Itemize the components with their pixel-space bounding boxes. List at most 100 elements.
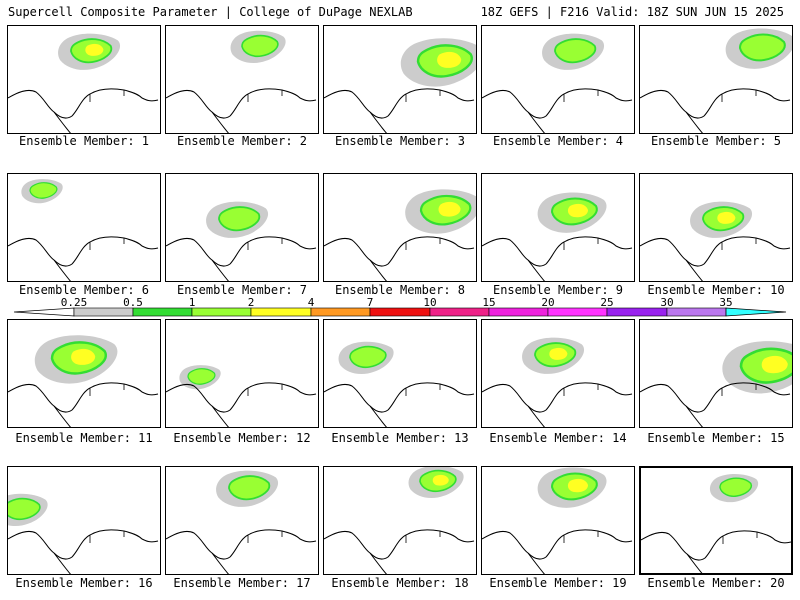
ensemble-panel-18[interactable] [323, 466, 477, 575]
ensemble-panel-14[interactable] [481, 319, 635, 428]
ensemble-panel-19[interactable] [481, 466, 635, 575]
border-line [685, 111, 703, 133]
coastline [166, 88, 317, 119]
border-line [369, 552, 387, 574]
scp-contours [537, 192, 607, 233]
panel-map [166, 30, 317, 133]
panel-map [324, 467, 475, 574]
scp-contours [522, 337, 585, 374]
ensemble-panel-8[interactable] [323, 173, 477, 282]
state-line [247, 238, 283, 250]
colorbar-tick-label: 20 [541, 296, 555, 309]
coastline [324, 382, 475, 413]
ensemble-panel-6[interactable] [7, 173, 161, 282]
border-line [369, 259, 387, 281]
ensemble-panel-20[interactable] [639, 466, 793, 575]
ensemble-panel-12[interactable] [165, 319, 319, 428]
border-line [53, 405, 71, 427]
contour-2 [717, 211, 736, 224]
scp-contours [206, 201, 269, 238]
panel-label: Ensemble Member: 6 [18, 283, 150, 297]
coastline [8, 88, 159, 119]
state-line [89, 238, 125, 250]
border-line [685, 259, 703, 281]
ensemble-panel-11[interactable] [7, 319, 161, 428]
state-line [721, 238, 757, 250]
border-line [211, 405, 229, 427]
ensemble-panel-1[interactable] [7, 25, 161, 134]
ensemble-panel-17[interactable] [165, 466, 319, 575]
ensemble-panel-9[interactable] [481, 173, 635, 282]
panel-label: Ensemble Member: 4 [492, 134, 624, 148]
colorbar-tick-label: 7 [366, 296, 374, 309]
panel-map [166, 201, 317, 281]
coastline [8, 529, 159, 560]
scp-contours [230, 30, 286, 64]
ensemble-panel-5[interactable] [639, 25, 793, 134]
panel-label: Ensemble Member: 11 [15, 431, 153, 445]
coastline [640, 236, 791, 267]
border-line [211, 111, 229, 133]
border-line [369, 111, 387, 133]
panel-map [8, 335, 159, 427]
contour-2 [567, 203, 588, 218]
panel-map [482, 33, 633, 133]
coastline [641, 530, 791, 561]
ensemble-panel-4[interactable] [481, 25, 635, 134]
state-line [405, 384, 441, 396]
coastline [324, 88, 475, 119]
scp-contours [400, 38, 476, 87]
state-line [247, 531, 283, 543]
ensemble-panel-7[interactable] [165, 173, 319, 282]
scp-contours [21, 179, 63, 204]
contour-1 [738, 33, 786, 62]
contour-2 [438, 201, 461, 217]
border-line [53, 259, 71, 281]
panel-label: Ensemble Member: 3 [334, 134, 466, 148]
border-line [53, 111, 71, 133]
border-line [527, 405, 545, 427]
border-line [369, 405, 387, 427]
contour-1 [349, 345, 387, 369]
state-line [89, 531, 125, 543]
colorbar-tick-label: 10 [423, 296, 437, 309]
ensemble-panel-16[interactable] [7, 466, 161, 575]
panel-map [8, 493, 159, 574]
ensemble-panel-13[interactable] [323, 319, 477, 428]
colorbar-swatch [310, 307, 371, 317]
panel-map [482, 192, 633, 281]
panel-label: Ensemble Member: 15 [647, 431, 785, 445]
coastline [482, 529, 633, 560]
state-line [89, 384, 125, 396]
state-line [721, 90, 757, 102]
panel-label: Ensemble Member: 1 [18, 134, 150, 148]
coastline [482, 88, 633, 119]
colorbar-tick-label: 35 [719, 296, 733, 309]
ensemble-panel-2[interactable] [165, 25, 319, 134]
panel-label: Ensemble Member: 12 [173, 431, 311, 445]
panel-map [324, 341, 475, 427]
ensemble-panel-3[interactable] [323, 25, 477, 134]
panel-map [640, 201, 791, 281]
coastline [166, 529, 317, 560]
ensemble-panel-10[interactable] [639, 173, 793, 282]
coastline [324, 529, 475, 560]
panel-label: Ensemble Member: 18 [331, 576, 469, 590]
panel-label: Ensemble Member: 10 [647, 283, 785, 297]
state-line [722, 532, 758, 544]
coastline [166, 236, 317, 267]
colorbar-tick-label: 30 [660, 296, 674, 309]
panel-map [8, 33, 159, 133]
contour-1 [554, 38, 597, 64]
border-line [527, 259, 545, 281]
colorbar-swatch [606, 307, 668, 317]
colorbar-swatch [488, 307, 549, 317]
panel-label: Ensemble Member: 5 [650, 134, 782, 148]
panel-map [482, 467, 633, 574]
state-line [89, 90, 125, 102]
colorbar-tick-label: 0.5 [123, 296, 143, 309]
contour-1 [8, 497, 41, 521]
ensemble-panel-15[interactable] [639, 319, 793, 428]
scp-contours [690, 201, 753, 238]
colorbar-tick-label: 25 [600, 296, 614, 309]
